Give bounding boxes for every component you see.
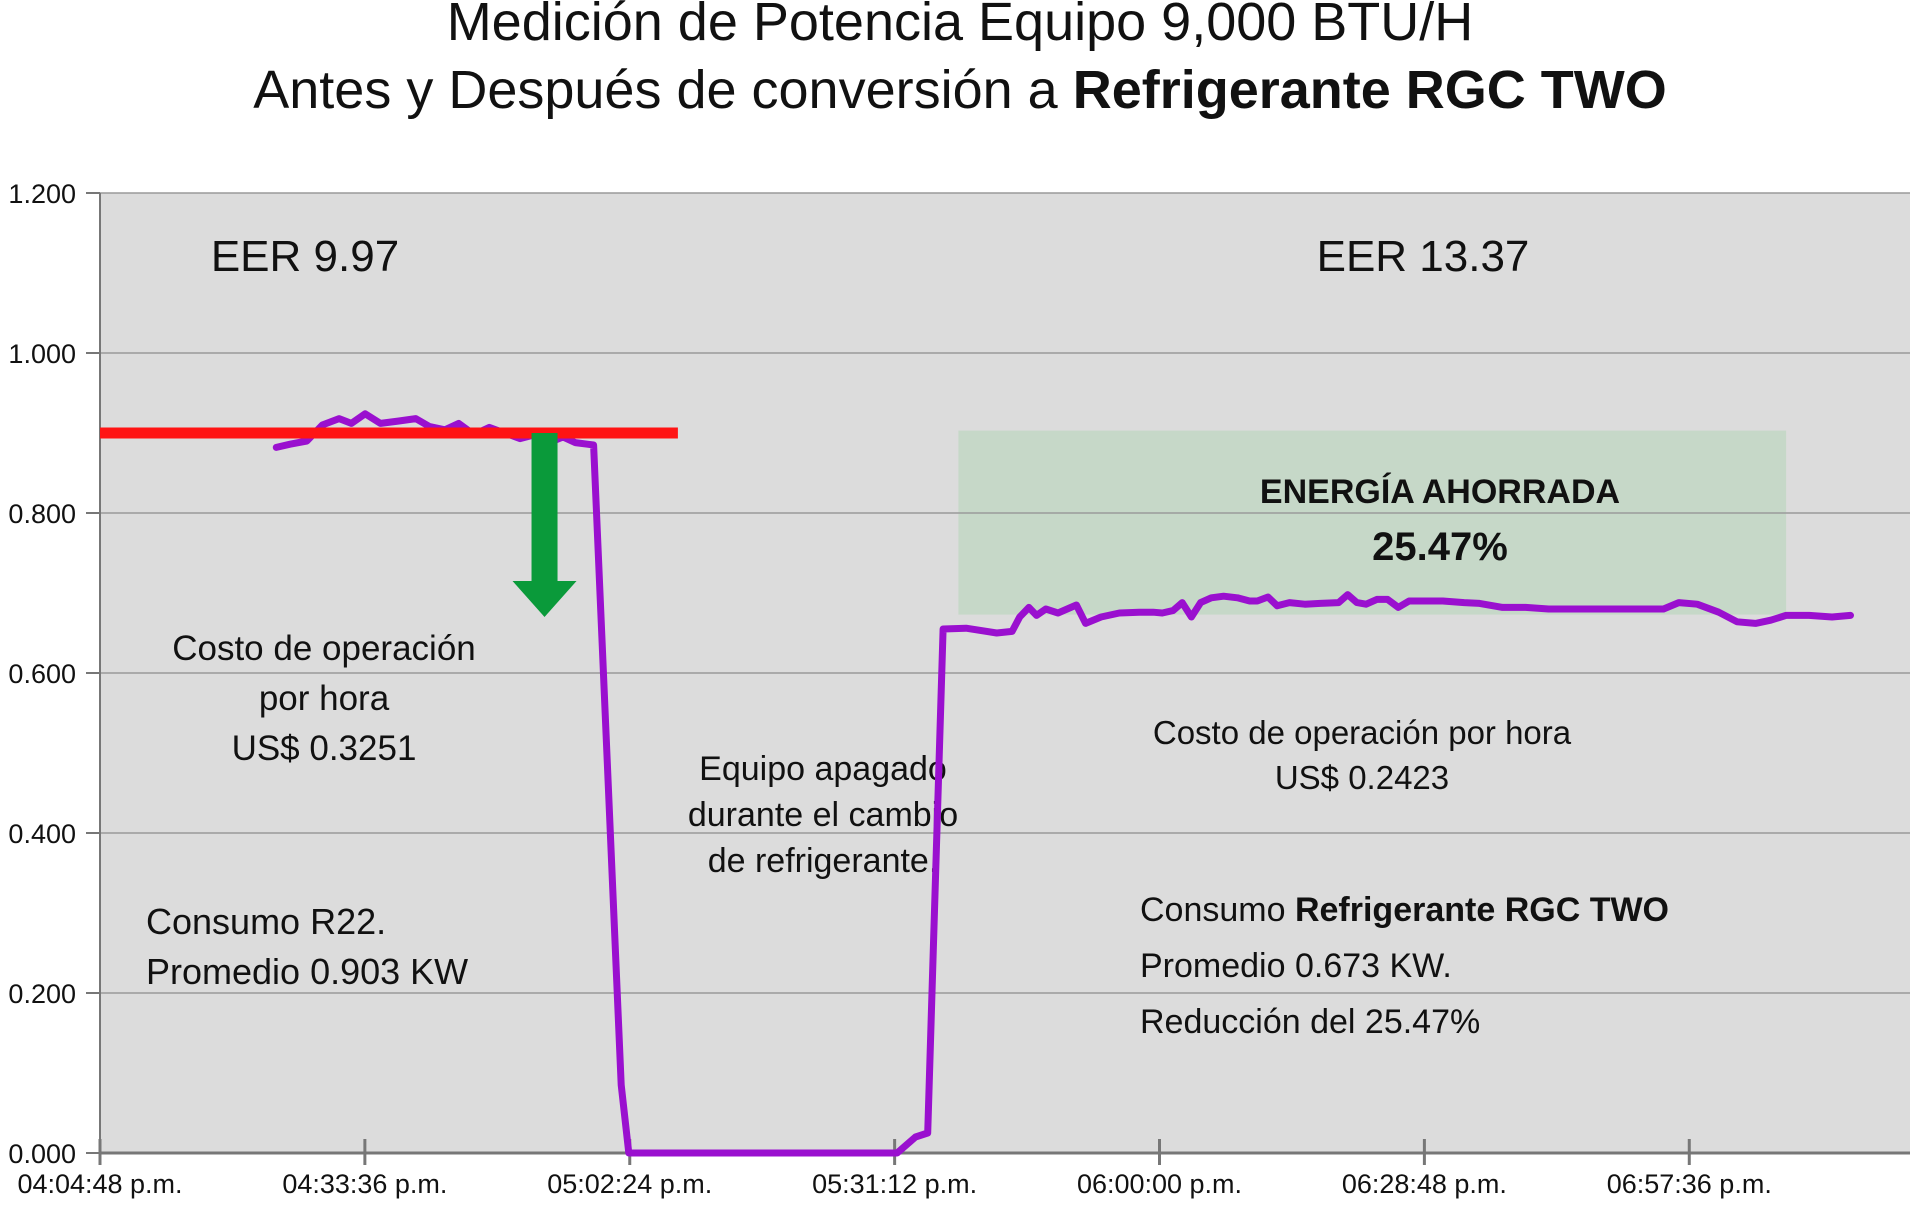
- chart-title-line2: Antes y Después de conversión a Refriger…: [253, 60, 1667, 120]
- x-tick-label-6: 06:57:36 p.m.: [1607, 1169, 1772, 1199]
- reduction-arrow-head: [512, 581, 577, 617]
- off-note-line2: durante el cambio: [688, 796, 958, 834]
- x-tick-label-0: 04:04:48 p.m.: [17, 1169, 182, 1199]
- y-tick-label-1: 0.200: [8, 979, 76, 1009]
- chart-title-line1: Medición de Potencia Equipo 9,000 BTU/H: [447, 0, 1474, 52]
- y-tick-label-6: 1.200: [8, 179, 76, 209]
- x-tick-labels: 04:04:48 p.m. 04:33:36 p.m. 05:02:24 p.m. 0…: [17, 1139, 1772, 1199]
- eer-after-label: EER 13.37: [1317, 232, 1530, 281]
- eer-before-label: EER 9.97: [211, 232, 399, 281]
- chart-title-line2-prefix: Antes y Después de conversión a: [253, 60, 1072, 120]
- saved-energy-title: ENERGÍA AHORRADA: [1260, 473, 1620, 511]
- cost-after-line2: US$ 0.2423: [1275, 759, 1449, 796]
- y-tick-label-2: 0.400: [8, 819, 76, 849]
- x-tick-label-5: 06:28:48 p.m.: [1342, 1169, 1507, 1199]
- chart-title-line2-bold: Refrigerante RGC TWO: [1073, 60, 1667, 120]
- x-tick-label-2: 05:02:24 p.m.: [547, 1169, 712, 1199]
- y-tick-label-0: 0.000: [8, 1139, 76, 1169]
- consumo-before-line1: Consumo R22.: [146, 901, 386, 942]
- cost-before-line3: US$ 0.3251: [232, 729, 417, 768]
- consumo-after-prefix: Consumo: [1140, 891, 1295, 929]
- y-tick-labels: 0.000 0.200 0.400 0.600 0.800 1.000 1.200: [8, 179, 100, 1169]
- consumo-after-bold: Refrigerante RGC TWO: [1295, 891, 1669, 929]
- y-tick-label-5: 1.000: [8, 339, 76, 369]
- gridlines: [100, 192, 1910, 994]
- y-tick-label-3: 0.600: [8, 659, 76, 689]
- consumo-after-line: Consumo Refrigerante RGC TWO: [1140, 891, 1669, 929]
- x-tick-label-3: 05:31:12 p.m.: [812, 1169, 977, 1199]
- promedio-after: Promedio 0.673 KW.: [1140, 947, 1452, 985]
- saved-energy-region: [958, 430, 1787, 615]
- x-tick-label-4: 06:00:00 p.m.: [1077, 1169, 1242, 1199]
- x-tick-label-1: 04:33:36 p.m.: [282, 1169, 447, 1199]
- y-tick-label-4: 0.800: [8, 499, 76, 529]
- consumo-before-line2: Promedio 0.903 KW: [146, 951, 468, 992]
- cost-after-line1: Costo de operación por hora: [1153, 714, 1572, 751]
- reduction-arrow-shaft: [531, 433, 558, 581]
- off-note-line3: de refrigerante.: [708, 842, 939, 880]
- reduction-arrow: [512, 433, 577, 617]
- off-note-line1: Equipo apagado: [699, 750, 947, 788]
- cost-before-line2: por hora: [259, 679, 390, 718]
- reduccion-label: Reducción del 25.47%: [1140, 1003, 1480, 1041]
- saved-energy-value: 25.47%: [1372, 525, 1508, 569]
- cost-before-line1: Costo de operación: [172, 629, 476, 668]
